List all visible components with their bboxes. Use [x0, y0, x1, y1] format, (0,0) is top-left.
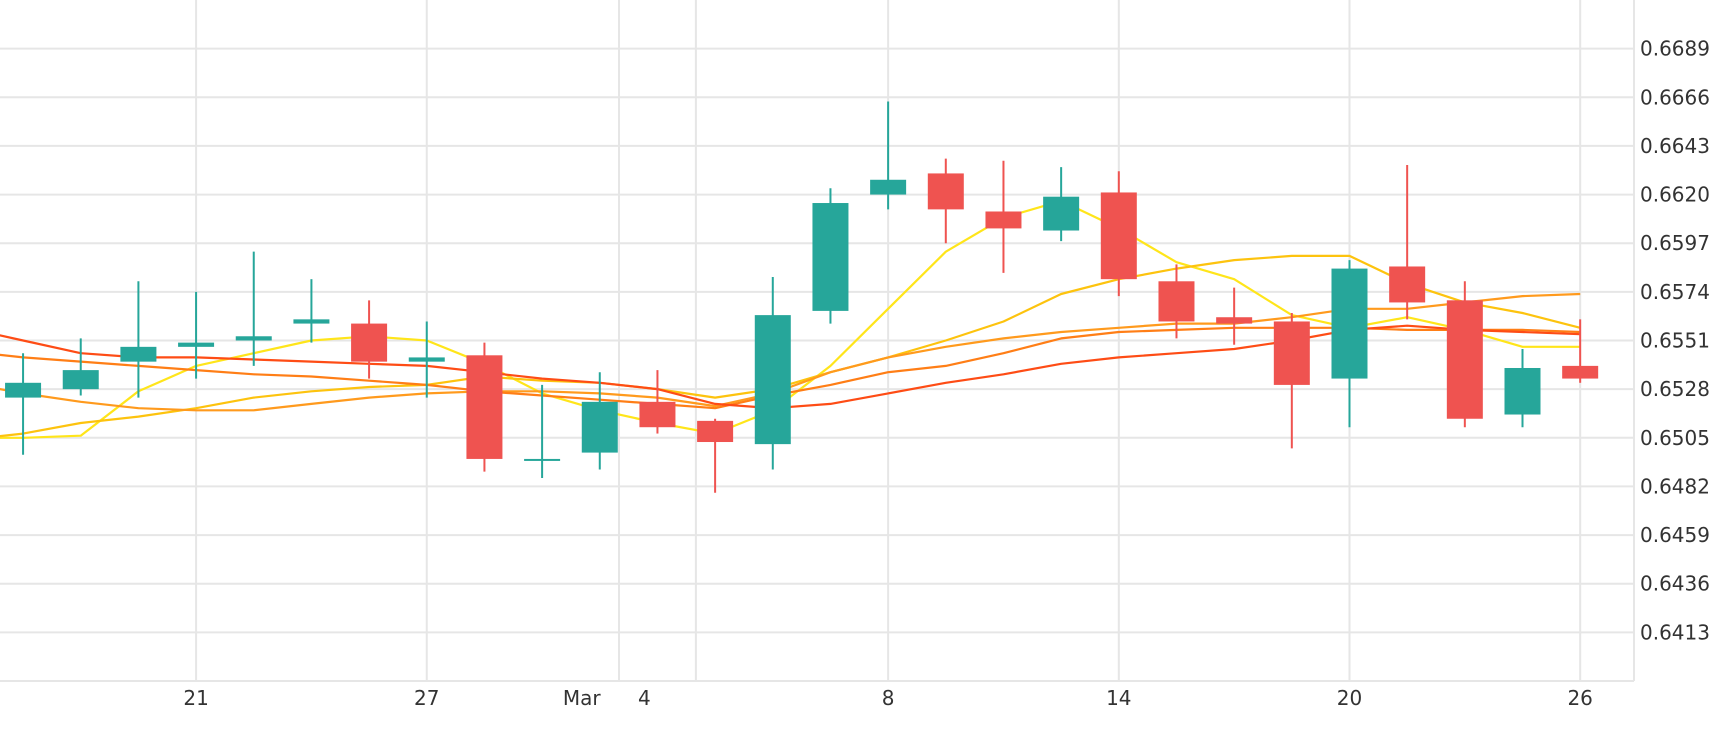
y-tick-label: 0.6689 [1640, 37, 1710, 61]
candles [5, 101, 1599, 493]
candle-body-up [235, 336, 272, 341]
candle-body-down [1158, 281, 1195, 322]
x-axis: 152127Mar48142026 [183, 686, 1593, 710]
y-tick-label: 0.6459 [1640, 523, 1710, 547]
candle-body-down [466, 355, 503, 459]
candle-body-up [524, 458, 561, 461]
candle-body-up [178, 342, 215, 347]
x-tick-label: 27 [414, 686, 439, 710]
candle-body-up [120, 346, 157, 362]
candle-body-up [1043, 196, 1080, 231]
y-tick-label: 0.6666 [1640, 85, 1710, 109]
x-tick-label: Mar [563, 686, 602, 710]
candle-body-down [1389, 266, 1426, 303]
y-tick-label: 0.6413 [1640, 620, 1710, 644]
candle-body-down [351, 323, 388, 362]
y-axis: 0.6413 0.6436 0.6459 0.6482 0.6505 0.6528 0.65… [1640, 37, 1710, 645]
candle-body-up [408, 357, 445, 362]
x-tick-label: 14 [1106, 686, 1131, 710]
candle-body-down [1216, 317, 1253, 324]
candle-body-down [1273, 321, 1310, 385]
y-tick-label: 0.6436 [1640, 572, 1710, 596]
x-tick-label: 20 [1337, 686, 1362, 710]
y-tick-label: 0.6482 [1640, 474, 1710, 498]
y-tick-label: 0.6551 [1640, 329, 1710, 353]
y-tick-label: 0.6643 [1640, 134, 1710, 158]
candle-body-up [754, 315, 791, 445]
candle-body-down [639, 401, 676, 428]
x-tick-label: 26 [1567, 686, 1592, 710]
y-tick-label: 0.6505 [1640, 426, 1710, 450]
candle-body-up [293, 319, 330, 324]
y-tick-label: 0.6528 [1640, 377, 1710, 401]
candle-body-up [1331, 268, 1368, 379]
candle-body-down [697, 420, 734, 443]
y-tick-label: 0.6574 [1640, 280, 1710, 304]
candle-body-down [927, 173, 964, 210]
candle-body-down [1446, 300, 1483, 419]
x-tick-label: 4 [638, 686, 651, 710]
candle-body-up [870, 179, 907, 195]
candle-body-down [1562, 365, 1599, 379]
x-tick-label: 21 [183, 686, 208, 710]
candle-body-up [62, 370, 99, 390]
y-tick-label: 0.6597 [1640, 231, 1710, 255]
candle-body-up [1504, 367, 1541, 415]
candle-body-down [985, 211, 1022, 229]
moving-average-line [0, 292, 1581, 412]
x-tick-label: 8 [882, 686, 895, 710]
candle-body-down [1100, 192, 1137, 280]
candle-body-up [5, 382, 42, 398]
candle-body-up [581, 401, 618, 453]
y-tick-label: 0.6620 [1640, 183, 1710, 207]
candle-body-up [812, 203, 849, 311]
